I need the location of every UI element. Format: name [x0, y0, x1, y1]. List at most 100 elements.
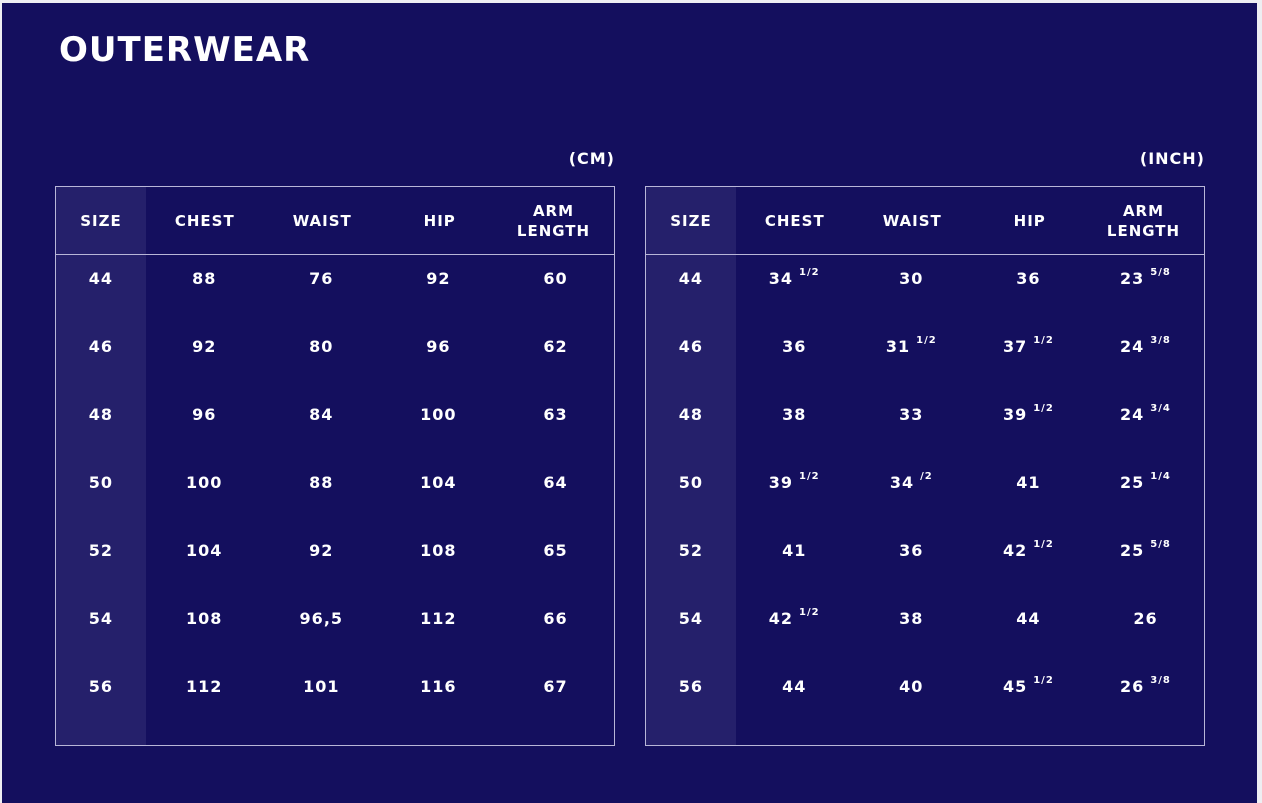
table-cell: 88 [146, 263, 263, 331]
cell-value: 60 [543, 269, 568, 288]
cell-value: 44 [88, 269, 113, 288]
cell-value: 30 [899, 269, 924, 288]
cell-value: 52 [678, 541, 703, 560]
table-cell: 44 [970, 603, 1087, 671]
size-chart-panel: OUTERWEAR (CM) (INCH) SIZE CHEST WAIST HIP A… [2, 3, 1257, 803]
table-cell: 108 [380, 535, 497, 603]
cell-value: 116 [420, 677, 457, 696]
column-header: SIZE [80, 211, 122, 230]
table-cell: 40 [853, 671, 970, 739]
table-cell: 31 1/2 [853, 331, 970, 399]
table-cell: 63 [497, 399, 614, 467]
table-cell: 34 1/2 [736, 263, 853, 331]
unit-label-inch: (INCH) [1139, 149, 1205, 168]
table-cell: 56 [56, 671, 146, 739]
table-body: 44 34 1/2 30 36 23 5/8 46 36 31 1/2 37 1/2 24 3/8 48 38 3… [646, 263, 1204, 739]
cell-value: 40 [899, 677, 924, 696]
table-cell: 96 [146, 399, 263, 467]
cell-fraction: 3/8 [1150, 675, 1171, 686]
cell-value: 34 [889, 473, 915, 492]
table-cell: 50 [56, 467, 146, 535]
table-cell: 67 [497, 671, 614, 739]
table-row: 54 108 96,5 112 66 [56, 603, 614, 671]
cell-value: 38 [899, 609, 924, 628]
cell-value: 62 [543, 337, 568, 356]
table-row: 44 88 76 92 60 [56, 263, 614, 331]
unit-label-cm: (CM) [568, 149, 615, 168]
cell-value: 92 [192, 337, 217, 356]
table-row: 56 44 40 45 1/2 26 3/8 [646, 671, 1204, 739]
table-cell: 36 [736, 331, 853, 399]
table-row: 48 38 33 39 1/2 24 3/4 [646, 399, 1204, 467]
column-header: CHEST [764, 211, 825, 230]
table-cell: 80 [263, 331, 380, 399]
cell-value: 80 [309, 337, 334, 356]
table-cell: 25 1/4 [1087, 467, 1204, 535]
table-cell: 52 [56, 535, 146, 603]
table-row: 44 34 1/2 30 36 23 5/8 [646, 263, 1204, 331]
table-header: SIZE CHEST WAIST HIP ARM LENGTH [56, 187, 614, 255]
cell-value: 56 [88, 677, 113, 696]
cell-value: 48 [88, 405, 113, 424]
table-cell: 92 [263, 535, 380, 603]
table-cell: 25 5/8 [1087, 535, 1204, 603]
column-header: ARM LENGTH [1106, 201, 1181, 240]
table-cell: 45 1/2 [970, 671, 1087, 739]
cell-value: 48 [678, 405, 703, 424]
table-cell: 38 [853, 603, 970, 671]
cell-value: 96,5 [299, 609, 344, 628]
cell-value: 64 [543, 473, 568, 492]
cell-fraction: 1/4 [1150, 471, 1171, 482]
size-column-highlight [56, 187, 146, 745]
cell-value: 56 [678, 677, 703, 696]
cell-value: 31 [885, 337, 911, 356]
cell-value: 34 [768, 269, 794, 288]
cell-value: 26 [1120, 677, 1145, 696]
column-header: SIZE [670, 211, 712, 230]
cell-value: 44 [1016, 609, 1041, 628]
cell-value: 38 [782, 405, 807, 424]
cell-value: 41 [1016, 473, 1041, 492]
cell-value: 100 [420, 405, 457, 424]
cell-value: 46 [88, 337, 113, 356]
cell-value: 54 [678, 609, 703, 628]
cell-value: 36 [1016, 269, 1041, 288]
table-cell: 44 [56, 263, 146, 331]
table-cell: 108 [146, 603, 263, 671]
table-row: 54 42 1/2 38 44 26 [646, 603, 1204, 671]
cell-value: 41 [782, 541, 807, 560]
cell-fraction: 3/8 [1150, 335, 1171, 346]
table-cell: 100 [146, 467, 263, 535]
table-cell: 54 [56, 603, 146, 671]
table-cell: 50 [646, 467, 736, 535]
table-row: 50 39 1/2 34/2 41 25 1/4 [646, 467, 1204, 535]
table-cell: 46 [56, 331, 146, 399]
table-row: 56 112 101 116 67 [56, 671, 614, 739]
cell-value: 100 [186, 473, 223, 492]
table-cell: 33 [853, 399, 970, 467]
table-row: 46 92 80 96 62 [56, 331, 614, 399]
size-column-highlight [646, 187, 736, 745]
cell-value: 101 [303, 677, 340, 696]
cell-value: 54 [88, 609, 113, 628]
cell-value: 66 [543, 609, 568, 628]
cell-fraction: 1/2 [916, 335, 937, 346]
cell-value: 50 [678, 473, 703, 492]
table-cell: 42 1/2 [970, 535, 1087, 603]
cell-fraction: 3/4 [1150, 403, 1171, 414]
table-cell: 96,5 [263, 603, 380, 671]
cell-value: 24 [1120, 405, 1145, 424]
table-cell: 104 [380, 467, 497, 535]
table-cell: 100 [380, 399, 497, 467]
table-row: 52 104 92 108 65 [56, 535, 614, 603]
cell-value: 36 [899, 541, 924, 560]
table-cell: 48 [56, 399, 146, 467]
column-header: WAIST [882, 211, 942, 230]
table-cell: 112 [146, 671, 263, 739]
cell-value: 44 [782, 677, 807, 696]
column-header: HIP [1013, 211, 1046, 230]
table-cell: 42 1/2 [736, 603, 853, 671]
table-cell: 38 [736, 399, 853, 467]
size-table-inch: SIZE CHEST WAIST HIP ARM LENGTH 44 34 1/2 30 36 23… [645, 186, 1205, 746]
cell-value: 67 [543, 677, 568, 696]
